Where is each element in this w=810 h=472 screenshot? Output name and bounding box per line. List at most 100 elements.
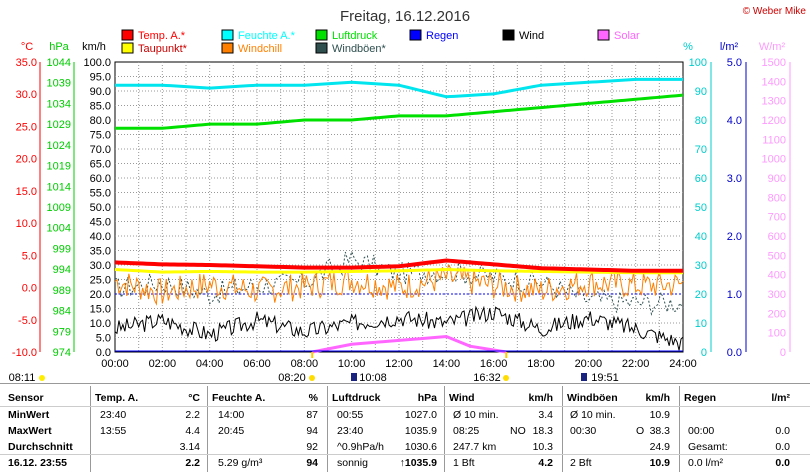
- legend-label: Luftdruck: [332, 30, 378, 42]
- chart-title: Freitag, 16.12.2016: [340, 8, 470, 25]
- legend-swatch: [315, 42, 328, 54]
- kmh-tick-label: 20.0: [90, 289, 111, 301]
- legend-label: Temp. A.*: [138, 30, 186, 42]
- series-solar-line: [311, 335, 507, 354]
- pct-tick-label: 80: [695, 115, 707, 127]
- table-header: °C: [188, 392, 200, 404]
- hpa-tick-label: 1009: [47, 202, 71, 214]
- table-header: Luftdruck: [332, 392, 381, 404]
- legend: Temp. A.* Feuchte A.* Luftdruck Regen Wind So…: [121, 29, 640, 55]
- pct-tick-label: 10: [695, 318, 707, 330]
- wm2-tick-label: 800: [768, 192, 786, 204]
- hpa-tick-label: 974: [53, 347, 71, 359]
- kmh-tick-label: 5.0: [96, 333, 111, 345]
- time-tick-label: 22:00: [622, 358, 650, 370]
- series-wind-line: [114, 305, 684, 351]
- wind-value: 10.3: [532, 441, 553, 453]
- time-tick-label: 20:00: [575, 358, 603, 370]
- column-separator: [444, 386, 445, 472]
- gust-value: 10.9: [649, 457, 670, 469]
- pct-tick-label: 90: [695, 86, 707, 98]
- temp-value: 4.4: [185, 425, 200, 437]
- series-windgusts-line: [114, 250, 684, 316]
- gust-value: 10.9: [649, 409, 670, 421]
- temp-tick-label: -5.0: [18, 315, 37, 327]
- hpa-tick-label: 989: [53, 285, 71, 297]
- weather-chart: Freitag, 16.12.2016 © Weber Mike Temp. A…: [9, 6, 807, 383]
- time-tick-label: 14:00: [433, 358, 461, 370]
- temp-value: 2.2: [185, 457, 200, 469]
- row-separator: [0, 406, 810, 407]
- pct-tick-label: 100: [689, 57, 707, 69]
- moon-icon: [39, 375, 45, 381]
- table-header: l/m²: [771, 392, 790, 404]
- column-separator: [562, 386, 563, 472]
- time-tick-label: 10:00: [338, 358, 366, 370]
- pct-tick-label: 0: [701, 347, 707, 359]
- lm2-unit-label: l/m²: [720, 41, 739, 53]
- pct-tick-label: 50: [695, 202, 707, 214]
- row-label: Durchschnitt: [8, 441, 73, 453]
- moonset-time: 08:11: [9, 372, 36, 383]
- wm2-tick-label: 700: [768, 212, 786, 224]
- pressure-time: sonnig: [337, 457, 368, 469]
- lm2-tick-label: 1.0: [727, 289, 742, 301]
- wind-time: Ø 10 min.: [453, 409, 499, 421]
- table-header: Sensor: [8, 392, 44, 404]
- kmh-tick-label: 80.0: [90, 115, 111, 127]
- axis-units: °C hPa km/h% l/m² W/m²: [21, 41, 786, 53]
- kmh-tick-label: 45.0: [90, 217, 111, 229]
- wind-direction: NO: [510, 425, 526, 437]
- series-windchill-line: [114, 263, 684, 306]
- humidity-time: 14:00: [218, 409, 245, 421]
- kmh-unit-label: km/h: [82, 41, 106, 53]
- time-tick-label: 12:00: [385, 358, 413, 370]
- time-tick-label: 00:00: [101, 358, 129, 370]
- temp-value: 2.2: [185, 409, 200, 421]
- gust-value: 38.3: [649, 425, 670, 437]
- time-tick-label: 02:00: [149, 358, 177, 370]
- kmh-tick-label: 10.0: [90, 318, 111, 330]
- pressure-time: 23:40: [337, 425, 364, 437]
- wm2-tick-label: 300: [768, 289, 786, 301]
- moon-phase-icon: [351, 373, 357, 381]
- hpa-tick-label: 979: [53, 326, 71, 338]
- temp-tick-label: 30.0: [16, 89, 37, 101]
- temp-tick-label: 35.0: [16, 57, 37, 69]
- pct-tick-label: 20: [695, 289, 707, 301]
- row-label: MaxWert: [8, 425, 52, 437]
- hpa-tick-label: 994: [53, 264, 71, 276]
- temp-time: 13:55: [100, 425, 127, 437]
- time-tick-label: 06:00: [243, 358, 271, 370]
- copyright-label: © Weber Mike: [743, 6, 807, 17]
- moon-phase-icon: [581, 373, 587, 381]
- kmh-tick-label: 55.0: [90, 188, 111, 200]
- time-tick-label: 08:00: [291, 358, 319, 370]
- table-header: Windböen: [567, 392, 618, 404]
- series-group: [114, 77, 684, 354]
- humidity-value: 94: [306, 425, 318, 437]
- pressure-value: 1030.6: [404, 441, 437, 453]
- table-header: Feuchte A.: [212, 392, 266, 404]
- row-separator: [0, 454, 810, 455]
- wm2-tick-label: 1300: [762, 96, 786, 108]
- pct-unit-label: %: [683, 41, 693, 53]
- series-dewpoint-line: [114, 268, 683, 275]
- row-label: 16.12. 23:55: [8, 457, 67, 469]
- rain-time: Gesamt:: [688, 441, 728, 453]
- gust-time: 2 Bft: [570, 457, 592, 469]
- sun-icon: [503, 375, 509, 381]
- sunrise-time: 08:20: [278, 372, 306, 383]
- humidity-value: 87: [306, 409, 318, 421]
- wind-value: 3.4: [538, 409, 553, 421]
- sun-moon-times: 08:11 08:20 10:08 16:32 19:51: [9, 352, 619, 383]
- pressure-time: 00:55: [337, 409, 364, 421]
- kmh-tick-label: 85.0: [90, 101, 111, 113]
- lm2-tick-label: 2.0: [727, 231, 742, 243]
- kmh-tick-label: 40.0: [90, 231, 111, 243]
- pct-tick-label: 70: [695, 144, 707, 156]
- moonrise-time: 10:08: [359, 372, 387, 383]
- hpa-tick-label: 1019: [47, 161, 71, 173]
- pressure-value: 1027.0: [404, 409, 437, 421]
- column-separator: [327, 386, 328, 472]
